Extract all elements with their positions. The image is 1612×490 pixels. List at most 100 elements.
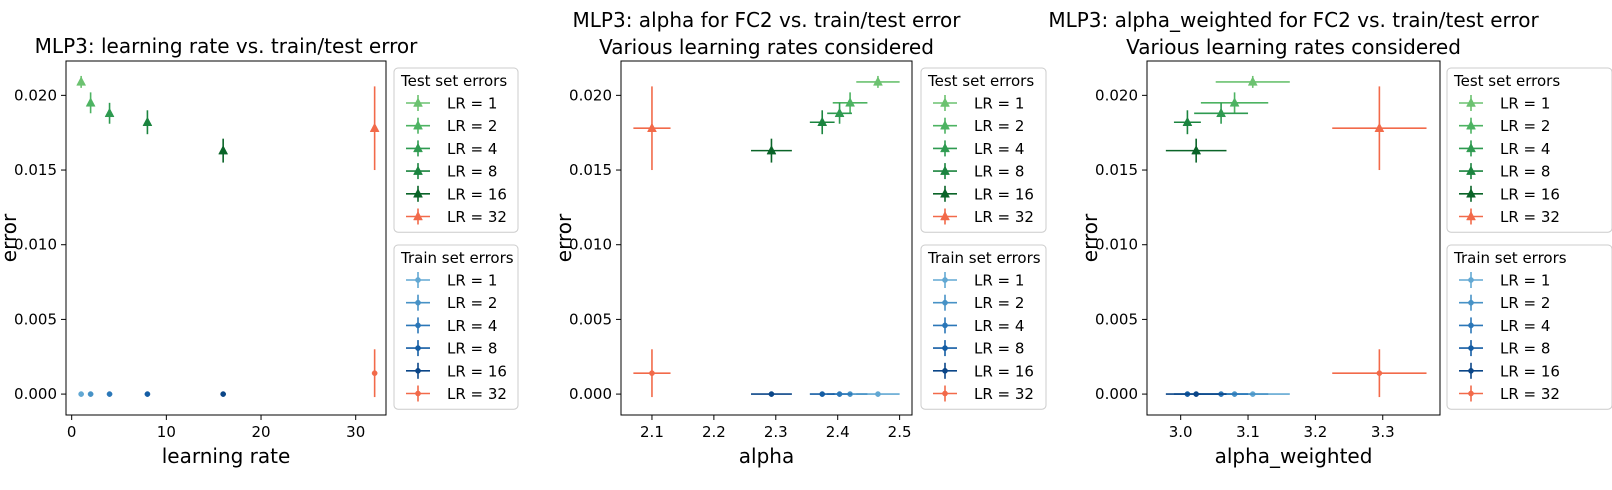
legend-entry-label: LR = 8 [447, 340, 497, 358]
test-point-lr-16 [218, 145, 229, 155]
legend-marker [940, 120, 950, 130]
legend-marker [942, 390, 948, 397]
legend-marker [415, 390, 421, 397]
legend-marker [1468, 367, 1474, 374]
y-tick-label: 0.000 [1095, 385, 1138, 403]
test-point-lr-2 [845, 97, 856, 107]
x-tick-label: 3.2 [1303, 423, 1327, 441]
legend-marker [942, 345, 948, 351]
chart-panel-1: MLP3: learning rate vs. train/test error… [0, 34, 519, 468]
legend-entry-label: LR = 4 [1500, 140, 1550, 158]
legend-entry-label: LR = 1 [447, 95, 497, 113]
legend-entry-label: LR = 16 [1500, 185, 1560, 203]
legend-entry-label: LR = 8 [447, 163, 497, 181]
legend-marker [413, 188, 423, 198]
train-legend: Train set errors LR = 1 LR = 2 LR = 4 LR = 8… [393, 244, 519, 410]
train-point-lr-2 [87, 391, 94, 397]
y-tick-label: 0.005 [1095, 310, 1138, 328]
x-tick-label: 2.2 [702, 423, 726, 441]
legend-marker [415, 277, 421, 283]
test-point-lr-4 [1216, 107, 1227, 118]
legend-title: Test set errors [927, 72, 1034, 90]
test-point-lr-1 [873, 76, 883, 86]
test-point-lr-1 [76, 76, 87, 86]
legend-marker [415, 367, 421, 374]
test-point-lr-2 [85, 97, 96, 107]
train-point-lr-32 [1376, 370, 1383, 377]
legend-marker [413, 142, 423, 153]
legend-entry-label: LR = 8 [974, 340, 1024, 358]
legend-marker [1468, 322, 1474, 329]
legend-marker [1468, 277, 1474, 283]
train-legend: Train set errors LR = 1 LR = 2 LR = 4 LR = 8… [1446, 244, 1612, 410]
data-points [1165, 75, 1427, 398]
y-tick-label: 0.020 [569, 86, 612, 104]
data-points [76, 75, 380, 398]
test-point-lr-32 [647, 122, 657, 132]
y-tick-label: 0.010 [569, 236, 612, 254]
legend-entry-label: LR = 8 [974, 163, 1024, 181]
y-tick-label: 0.015 [14, 161, 57, 179]
y-tick-label: 0.000 [14, 385, 57, 403]
legend-entry-label: LR = 32 [974, 385, 1034, 403]
legend-marker [1466, 188, 1476, 198]
x-tick-label: 20 [251, 423, 270, 441]
legend-marker [1468, 299, 1474, 306]
y-tick-label: 0.005 [14, 310, 57, 328]
legend-box [1446, 67, 1612, 233]
train-legend: Train set errors LR = 1 LR = 2 LR = 4 LR = 8… [920, 244, 1047, 410]
train-point-lr-1 [875, 391, 881, 397]
y-tick-label: 0.005 [569, 310, 612, 328]
x-tick-label: 0 [67, 423, 77, 441]
legend-entry-label: LR = 2 [447, 117, 497, 135]
legend-marker [1466, 210, 1476, 221]
test-point-lr-8 [817, 116, 828, 126]
legend-title: Test set errors [400, 72, 507, 90]
legend-title: Test set errors [1453, 72, 1560, 90]
legend-entry-label: LR = 2 [974, 294, 1024, 312]
x-tick-label: 30 [346, 423, 365, 441]
legend-marker [942, 322, 948, 329]
legend-box [920, 244, 1047, 410]
legend-marker [1468, 390, 1474, 397]
legend-entry-label: LR = 4 [1500, 317, 1550, 335]
x-axis-label: learning rate [162, 444, 291, 468]
legend-entry-label: LR = 16 [1500, 362, 1560, 380]
legend-marker [1466, 120, 1476, 130]
legend-box [920, 67, 1047, 233]
train-point-lr-4 [106, 391, 113, 397]
legend-entry-label: LR = 1 [1500, 95, 1550, 113]
test-legend: Test set errors LR = 1 LR = 2 LR = 4 LR = 8 L… [393, 67, 519, 233]
train-point-lr-4 [836, 391, 843, 397]
chart-title-line-2: Various learning rates considered [1126, 35, 1461, 59]
legend-entry-label: LR = 2 [1500, 294, 1550, 312]
legend-title: Train set errors [400, 249, 514, 267]
legend-marker [413, 120, 423, 130]
legend-marker [1468, 345, 1474, 351]
y-axis-label: error [552, 213, 576, 262]
legend-entry-label: LR = 32 [1500, 208, 1560, 226]
legend-entry-label: LR = 1 [1500, 272, 1550, 290]
legend-entry-label: LR = 2 [447, 294, 497, 312]
legend-entry-label: LR = 1 [974, 272, 1024, 290]
chart-title-line-2: Various learning rates considered [599, 35, 934, 59]
test-legend: Test set errors LR = 1 LR = 2 LR = 4 LR = 8 L… [920, 67, 1047, 233]
test-point-lr-16 [766, 145, 777, 155]
plot-frame [1146, 60, 1441, 416]
y-tick-label: 0.020 [1095, 86, 1138, 104]
legend-box [393, 67, 519, 233]
legend-marker [940, 165, 950, 175]
legend-entry-label: LR = 32 [447, 385, 507, 403]
y-tick-label: 0.015 [569, 161, 612, 179]
legend-marker [415, 299, 421, 306]
legend-entry-label: LR = 1 [447, 272, 497, 290]
legend-entry-label: LR = 16 [974, 185, 1034, 203]
legend-entry-label: LR = 16 [974, 362, 1034, 380]
x-tick-label: 2.3 [764, 423, 788, 441]
legend-entry-label: LR = 1 [974, 95, 1024, 113]
test-point-lr-8 [1182, 116, 1193, 126]
legend-entry-label: LR = 32 [1500, 385, 1560, 403]
train-point-lr-16 [220, 391, 227, 397]
train-point-lr-8 [819, 391, 826, 397]
